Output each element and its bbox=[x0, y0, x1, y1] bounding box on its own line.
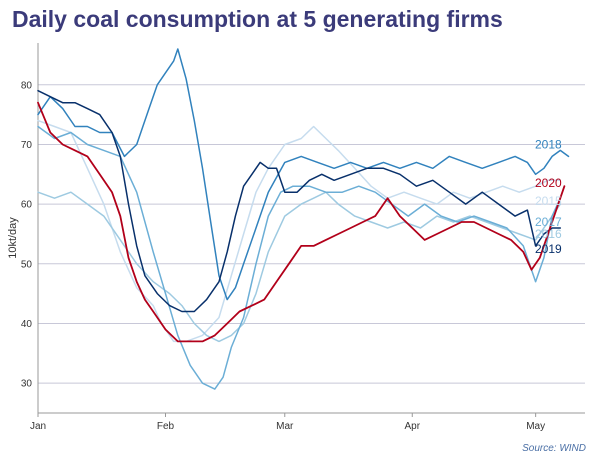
x-tick-label: Mar bbox=[276, 421, 294, 432]
y-tick-label: 60 bbox=[21, 200, 33, 211]
series-label-2016: 2016 bbox=[535, 227, 562, 241]
series-label-2020: 2020 bbox=[535, 176, 562, 190]
y-tick-label: 50 bbox=[21, 259, 33, 270]
y-tick-label: 30 bbox=[21, 379, 33, 390]
series-label-2017: 2017 bbox=[535, 215, 562, 229]
series-line-2018 bbox=[37, 48, 570, 301]
y-tick-label: 80 bbox=[21, 80, 33, 91]
y-tick-label: 70 bbox=[21, 140, 33, 151]
chart-title: Daily coal consumption at 5 generating f… bbox=[12, 6, 503, 32]
y-tick-label: 40 bbox=[21, 319, 33, 330]
series-label-2019: 2019 bbox=[535, 242, 562, 256]
x-tick-label: Jan bbox=[30, 421, 46, 432]
series-line-2020 bbox=[37, 101, 566, 343]
series-line-2017 bbox=[37, 125, 562, 390]
y-axis-label: 10kt/day bbox=[7, 217, 19, 259]
source-note: Source: WIND bbox=[522, 443, 586, 454]
series-label-2015: 2015 bbox=[535, 194, 562, 208]
x-tick-label: Feb bbox=[157, 421, 175, 432]
x-tick-label: May bbox=[526, 421, 545, 432]
series-line-2019 bbox=[37, 89, 562, 313]
series-line-2015 bbox=[37, 119, 562, 343]
series-label-2018: 2018 bbox=[535, 137, 562, 151]
x-tick-label: Apr bbox=[404, 421, 420, 432]
series-line-2016 bbox=[37, 191, 562, 343]
